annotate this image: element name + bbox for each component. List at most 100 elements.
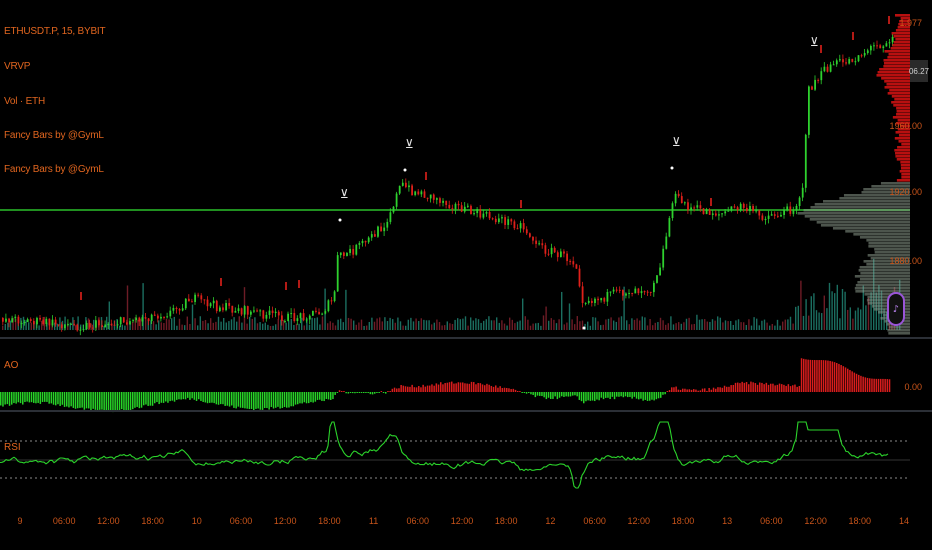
ao-bar [594, 392, 596, 402]
candle-body [64, 324, 66, 329]
volume-bar [519, 320, 521, 330]
fractal-marker: ⊻ [810, 35, 819, 49]
volume-profile-bar [893, 41, 910, 44]
volume-bar [555, 323, 558, 330]
volume-bar [386, 321, 389, 330]
candle-body [498, 218, 500, 223]
candle-body [70, 323, 72, 325]
ao-bar [805, 359, 807, 392]
volume-profile-bar [894, 98, 910, 101]
volume-bar [119, 325, 121, 330]
volume-profile-bar [884, 86, 910, 89]
candle-body [231, 305, 234, 313]
volume-bar [433, 322, 435, 330]
ao-bar [44, 392, 46, 402]
ao-bar [655, 392, 658, 400]
indicator-legend-volume[interactable]: Vol · ETH [4, 96, 45, 107]
candle-body [556, 252, 559, 258]
ao-bar [530, 392, 532, 395]
candle-body [160, 316, 162, 319]
volume-bar [472, 320, 474, 330]
candle-body [116, 324, 119, 326]
ao-bar [35, 392, 37, 404]
ao-bar [191, 392, 193, 399]
ao-bar [332, 392, 334, 400]
ao-bar [664, 392, 666, 395]
candle-body [426, 197, 429, 199]
ao-bar [15, 392, 17, 404]
candle-body [848, 59, 851, 64]
volume-bar [821, 313, 823, 330]
ao-bar [237, 392, 240, 407]
volume-bar [576, 316, 578, 330]
ao-bar [741, 381, 743, 392]
volume-bar [831, 291, 833, 330]
tradingview-logo-icon[interactable]: ♪ [887, 292, 905, 326]
volume-bar [340, 318, 342, 330]
candle-body [203, 299, 206, 301]
candle-body [432, 194, 435, 200]
ao-bar [684, 388, 686, 392]
indicator-legend-fancy-bars-2[interactable]: Fancy Bars by @GymL [4, 164, 104, 175]
candle-body [122, 317, 125, 323]
volume-bar [756, 318, 758, 330]
ao-bar [211, 392, 213, 403]
candle-body [547, 253, 550, 255]
volume-bar [769, 325, 771, 330]
volume-bar [277, 319, 279, 330]
ao-bar [785, 385, 787, 392]
ao-bar [55, 392, 57, 406]
candle-body [398, 185, 401, 194]
volume-profile-bar [888, 53, 910, 56]
time-axis-tick: 12:00 [273, 516, 297, 526]
ao-bar [877, 378, 880, 392]
volume-bar [709, 321, 711, 330]
ao-bar [118, 392, 121, 412]
volume-bar [371, 317, 373, 330]
candle-body [668, 218, 671, 237]
volume-profile-bar [891, 32, 910, 35]
pane-separator-rsi[interactable] [0, 410, 932, 412]
candle-body [687, 202, 689, 211]
candle-body [305, 319, 308, 321]
ao-bar [811, 359, 814, 392]
volume-bar [402, 325, 404, 330]
ao-bar [107, 392, 110, 411]
volume-bar [847, 309, 849, 330]
symbol-legend[interactable]: ETHUSDT.P, 15, BYBIT [4, 26, 106, 37]
ao-bar [862, 376, 864, 392]
volume-bar [267, 324, 269, 330]
time-axis-tick: 14 [898, 516, 910, 526]
ao-bar [457, 382, 460, 392]
candle-body [634, 288, 637, 294]
ao-bar [385, 392, 387, 394]
indicator-legend-fancy-bars-1[interactable]: Fancy Bars by @GymL [4, 130, 104, 141]
volume-bar [688, 317, 690, 330]
ao-bar [202, 392, 204, 402]
ao-bar [33, 392, 35, 403]
volume-bar [683, 322, 685, 330]
ao-bar [737, 382, 739, 392]
volume-profile-bar [898, 140, 910, 143]
pane-separator-ao[interactable] [0, 337, 932, 339]
ao-bar [167, 392, 169, 403]
ao-bar [110, 392, 112, 412]
candle-body [693, 207, 696, 209]
ao-bar [330, 392, 332, 400]
ao-bar [116, 392, 119, 412]
candle-body [259, 310, 262, 312]
ao-bar [532, 392, 534, 395]
candle-body [755, 210, 758, 212]
volume-bar [316, 317, 318, 330]
ao-bar [387, 391, 389, 392]
indicator-legend-vrvp[interactable]: VRVP [4, 61, 31, 72]
candle-body [820, 71, 823, 81]
candle-body [727, 210, 730, 212]
volume-profile-bar [843, 194, 910, 197]
volume-bar [787, 319, 789, 330]
ao-bar [545, 392, 548, 400]
ao-bar [510, 389, 512, 392]
volume-bar [553, 319, 555, 330]
